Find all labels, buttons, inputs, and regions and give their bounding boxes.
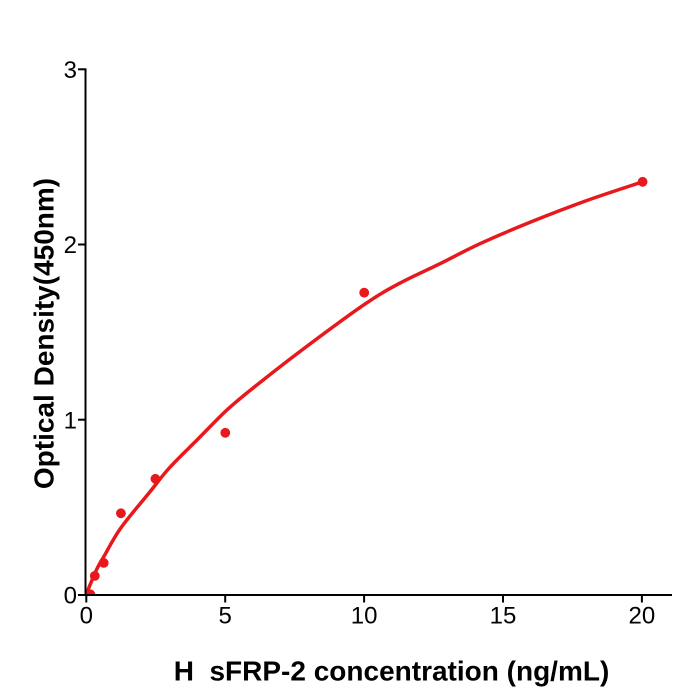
svg-text:0: 0 <box>80 603 93 630</box>
svg-text:2: 2 <box>64 232 77 259</box>
svg-text:0: 0 <box>64 582 77 609</box>
svg-text:5: 5 <box>219 603 232 630</box>
svg-text:3: 3 <box>64 57 77 84</box>
svg-text:15: 15 <box>490 603 517 630</box>
svg-text:Optical Density(450nm): Optical Density(450nm) <box>28 178 59 489</box>
svg-text:20: 20 <box>629 603 656 630</box>
svg-text:H sFRP-2 concentration (ng/mL: H sFRP-2 concentration (ng/mL) <box>174 656 610 687</box>
svg-text:10: 10 <box>351 603 378 630</box>
svg-text:1: 1 <box>64 407 77 434</box>
